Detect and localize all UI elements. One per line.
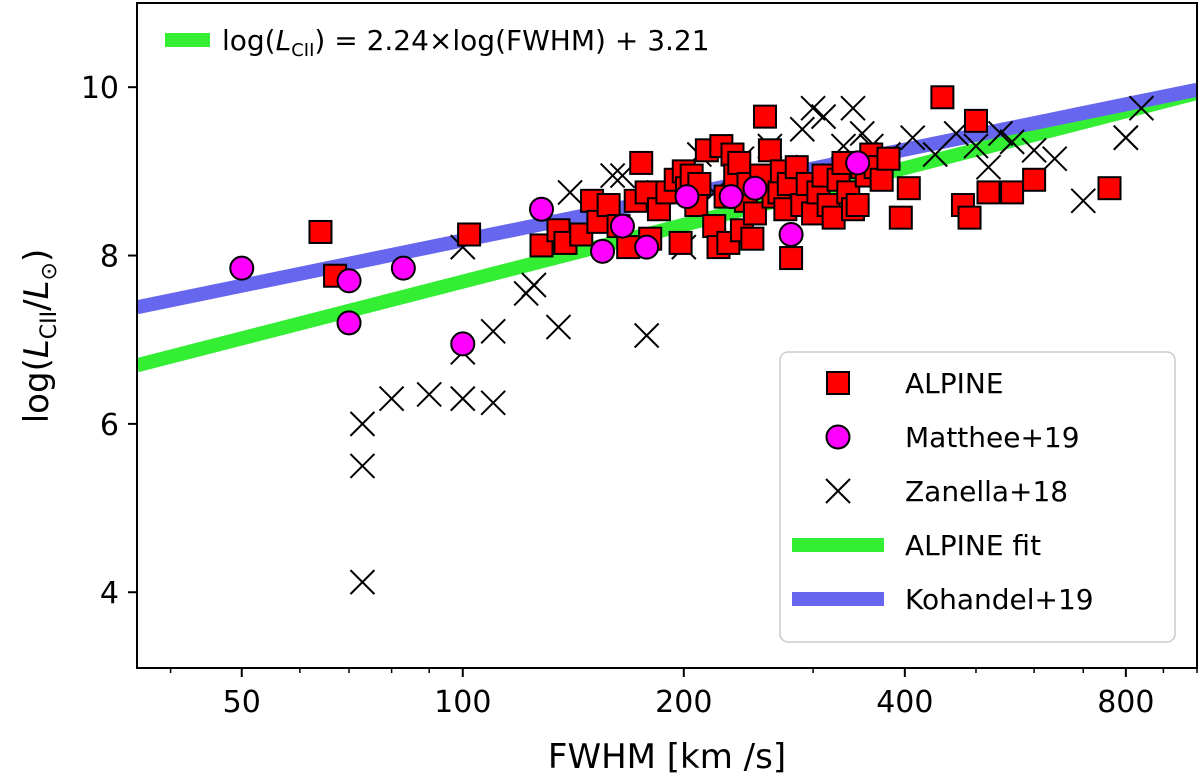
legend-label: ALPINE fit	[905, 529, 1041, 562]
legend-item: ALPINE	[826, 367, 1004, 400]
x-tick-label: 800	[1097, 685, 1154, 720]
zanella-point	[416, 381, 442, 408]
y-tick-label: 6	[100, 408, 119, 443]
zanella-point	[963, 133, 989, 159]
zanella-point	[1070, 188, 1096, 214]
matthee-point	[336, 268, 362, 294]
alpine-point	[876, 146, 901, 171]
matthee-point	[450, 331, 476, 357]
matthee-point	[528, 196, 554, 222]
zanella-point	[800, 95, 826, 121]
alpine-point	[752, 104, 777, 129]
legend-circle-marker	[825, 424, 851, 450]
zanella-point	[975, 154, 1002, 180]
alpine-point	[957, 205, 982, 230]
zanella-point	[557, 179, 583, 206]
alpine-point	[963, 108, 988, 133]
matthee-point	[336, 310, 362, 336]
zanella-point	[349, 569, 376, 595]
zanella-point	[349, 453, 376, 479]
alpine-point	[888, 205, 913, 230]
legend-label: Kohandel+19	[905, 583, 1094, 616]
x-tick-label: 100	[434, 685, 491, 720]
legend-label: ALPINE	[905, 367, 1004, 400]
zanella-point	[633, 322, 660, 349]
legend-label: Zanella+18	[905, 475, 1068, 508]
alpine-point	[869, 167, 894, 192]
legend-item: Matthee+19	[825, 421, 1080, 454]
alpine-point	[629, 150, 654, 175]
zanella-point	[1113, 124, 1139, 151]
alpine-point	[457, 222, 482, 247]
zanella-point	[450, 385, 476, 412]
alpine-point	[779, 246, 804, 271]
y-axis-label: log(LCII/L⊙)	[17, 249, 62, 424]
zanella-point	[545, 314, 572, 340]
plot-frame	[136, 2, 1198, 669]
alpine-point	[757, 138, 782, 163]
zanella-point	[521, 272, 547, 298]
alpine-point	[896, 176, 921, 201]
matthee-point	[845, 150, 871, 176]
matthee-point	[609, 213, 635, 239]
legend-square-marker	[826, 371, 850, 395]
matthee-point	[390, 255, 416, 281]
zanella-point	[599, 162, 626, 189]
matthee-point	[229, 255, 255, 281]
zanella-point	[480, 390, 506, 416]
matthee-point	[742, 175, 768, 201]
alpine-point	[930, 85, 955, 110]
zanella-point	[987, 120, 1014, 147]
annotation-text: log(LCII) = 2.24×log(FWHM) + 3.21	[222, 24, 710, 61]
alpine-point	[976, 180, 1001, 205]
zanella-point	[378, 385, 405, 412]
alpine-point	[845, 193, 870, 218]
legend-item: ALPINE fit	[792, 529, 1041, 562]
alpine-point	[1022, 167, 1047, 192]
zanella-point	[922, 141, 948, 168]
legend-label: Matthee+19	[905, 421, 1080, 454]
y-tick-label: 10	[81, 71, 119, 106]
fit-annotation: log(LCII) = 2.24×log(FWHM) + 3.21	[165, 24, 710, 61]
alpine-fit-line	[137, 86, 1197, 373]
matthee-point	[634, 234, 660, 260]
x-tick-label: 200	[655, 685, 712, 720]
zanella-point	[849, 120, 875, 147]
y-tick-label: 8	[100, 240, 119, 275]
alpine-point	[742, 201, 767, 226]
x-tick-label: 400	[876, 685, 933, 720]
alpine-point	[308, 219, 333, 244]
matthee-point	[778, 221, 804, 247]
alpine-point	[740, 226, 765, 251]
matthee-point	[590, 238, 616, 264]
alpine-point	[668, 230, 693, 255]
x-tick-label: 50	[223, 685, 261, 720]
legend-item: Kohandel+19	[792, 583, 1094, 616]
matthee-point	[718, 184, 744, 210]
zanella-point	[789, 116, 815, 142]
legend-box	[779, 351, 1176, 643]
alpine-point	[1097, 176, 1122, 201]
legend-item: Zanella+18	[825, 475, 1068, 508]
zanella-point	[480, 318, 506, 344]
legend: ALPINE Matthee+19 Zanella+18 ALPINE fit Koha…	[779, 351, 1176, 643]
zanella-point	[1128, 95, 1155, 121]
legend-x-marker	[825, 478, 851, 504]
x-axis-label: FWHM [km /s]	[548, 737, 786, 777]
zanella-point	[810, 103, 837, 130]
zanella-point	[899, 124, 926, 151]
zanella-point	[999, 129, 1025, 155]
matthee-point	[674, 184, 700, 210]
alpine-point	[596, 193, 621, 218]
zanella-point	[1021, 137, 1047, 164]
alpine-point	[1000, 180, 1025, 205]
zanella-point	[840, 95, 866, 121]
zanella-point	[349, 411, 376, 437]
zanella-point	[1041, 146, 1068, 172]
alpine-point	[727, 150, 752, 175]
y-tick-label: 4	[100, 576, 119, 611]
